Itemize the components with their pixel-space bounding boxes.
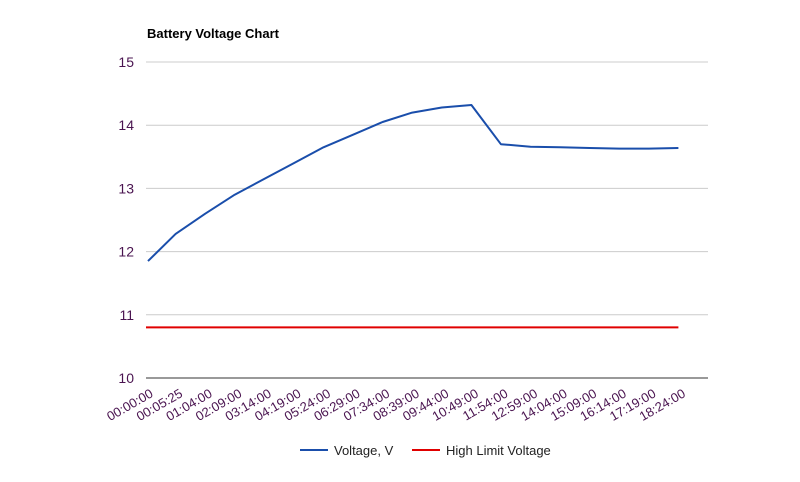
y-axis-ticks: 15 14 13 12 11 10 — [118, 54, 134, 386]
chart-title: Battery Voltage Chart — [147, 26, 280, 41]
x-axis-ticks: 00:00:0000:05:2501:04:0002:09:0003:14:00… — [104, 386, 688, 424]
legend: Voltage, V High Limit Voltage — [300, 443, 551, 458]
y-tick-label: 14 — [118, 117, 134, 133]
y-tick-label: 15 — [118, 54, 134, 70]
legend-label: High Limit Voltage — [446, 443, 551, 458]
series-layer — [146, 104, 679, 329]
grid-layer — [146, 61, 708, 379]
y-tick-label: 13 — [118, 180, 134, 196]
y-tick-label: 12 — [118, 244, 134, 260]
series-line-voltage — [147, 104, 679, 262]
legend-label: Voltage, V — [334, 443, 394, 458]
y-tick-label: 11 — [119, 307, 134, 323]
y-tick-label: 10 — [118, 370, 134, 386]
